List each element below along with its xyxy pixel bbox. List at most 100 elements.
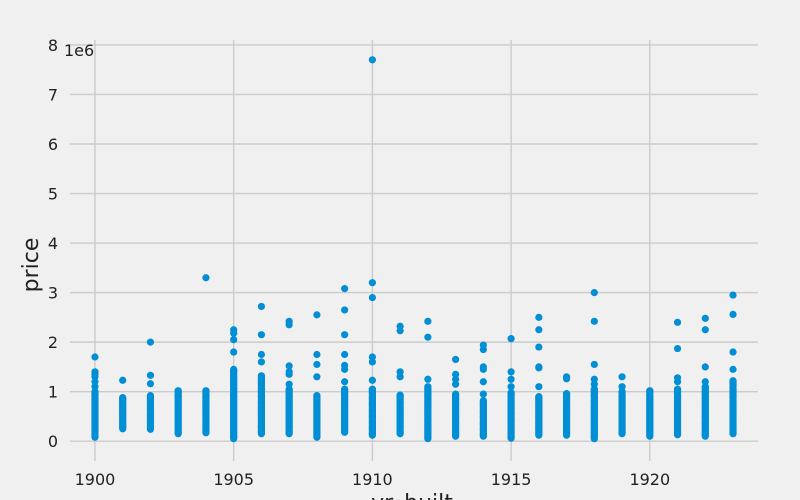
- x-tick-label: 1915: [491, 470, 532, 489]
- y-tick-label: 4: [48, 234, 58, 253]
- data-point: [507, 335, 515, 343]
- data-point: [673, 344, 682, 353]
- data-point: [562, 373, 571, 381]
- data-point: [91, 368, 99, 376]
- x-axis-label: yr_built: [371, 491, 453, 500]
- y-tick-label: 1: [48, 383, 58, 402]
- data-point: [729, 377, 737, 385]
- data-point: [479, 363, 487, 371]
- data-point: [701, 314, 709, 322]
- year-column-1909: [341, 285, 349, 436]
- data-point: [701, 326, 709, 334]
- year-column-1902: [146, 338, 155, 433]
- data-point: [230, 326, 238, 334]
- data-point: [424, 333, 432, 341]
- data-point: [285, 368, 293, 376]
- data-point: [673, 318, 682, 326]
- data-point: [424, 383, 432, 391]
- year-column-1921: [673, 318, 682, 439]
- data-point: [91, 378, 99, 386]
- data-point: [673, 374, 682, 382]
- data-point: [368, 358, 376, 366]
- data-point: [701, 378, 709, 386]
- year-column-1915: [507, 335, 515, 442]
- year-column-1922: [701, 314, 709, 440]
- data-point: [618, 388, 626, 396]
- data-point: [368, 376, 376, 384]
- data-point: [257, 350, 266, 359]
- data-point: [368, 56, 376, 64]
- data-point: [452, 375, 460, 383]
- data-point: [202, 274, 210, 282]
- data-point: [507, 389, 515, 397]
- year-column-1903: [174, 387, 182, 438]
- data-point: [313, 360, 321, 369]
- data-point: [452, 370, 460, 378]
- data-point: [368, 353, 376, 361]
- year-column-1906: [257, 302, 266, 438]
- data-point: [424, 375, 432, 383]
- x-tick-label: 1900: [75, 470, 116, 489]
- data-point: [452, 355, 460, 364]
- year-column-1917: [562, 373, 571, 439]
- data-point: [729, 310, 737, 318]
- y-tick-label: 6: [48, 135, 58, 154]
- data-point: [396, 373, 404, 381]
- year-column-1910: [368, 56, 376, 439]
- data-point: [119, 394, 127, 402]
- data-point: [341, 285, 349, 293]
- year-column-1901: [119, 376, 127, 433]
- year-column-1912: [424, 317, 432, 443]
- data-point: [91, 388, 99, 396]
- data-point: [729, 291, 737, 299]
- data-point: [701, 383, 709, 391]
- plot-area: [70, 40, 758, 461]
- data-points: [91, 56, 737, 443]
- y-offset-label: 1e6: [64, 41, 94, 60]
- data-point: [257, 331, 266, 339]
- data-point: [507, 368, 515, 376]
- data-point: [535, 393, 543, 401]
- data-point: [507, 375, 515, 383]
- data-point: [174, 387, 182, 395]
- data-point: [590, 375, 598, 383]
- data-point: [535, 363, 543, 371]
- data-point: [479, 396, 487, 405]
- data-point: [590, 289, 598, 297]
- year-column-1919: [618, 373, 626, 438]
- data-point: [285, 385, 293, 393]
- year-column-1916: [535, 313, 543, 439]
- data-point: [590, 380, 598, 388]
- data-point: [341, 331, 349, 339]
- x-tick-label: 1920: [629, 470, 670, 489]
- data-point: [285, 362, 293, 370]
- data-point: [146, 380, 155, 388]
- x-tick-label: 1905: [213, 470, 254, 489]
- data-point: [285, 317, 293, 325]
- data-point: [119, 376, 127, 384]
- data-point: [91, 353, 99, 361]
- data-point: [230, 365, 238, 373]
- data-point: [146, 338, 155, 346]
- data-point: [535, 313, 543, 321]
- data-point: [368, 293, 376, 302]
- data-point: [424, 317, 432, 325]
- data-point: [91, 383, 99, 391]
- data-point: [341, 378, 349, 386]
- data-point: [396, 322, 404, 330]
- year-column-1914: [479, 341, 487, 440]
- data-point: [341, 361, 349, 370]
- data-point: [285, 380, 293, 388]
- data-point: [590, 360, 598, 369]
- y-tick-label: 2: [48, 333, 58, 352]
- year-column-1918: [590, 289, 598, 443]
- data-point: [313, 392, 321, 400]
- y-tick-label: 5: [48, 185, 58, 204]
- year-column-1911: [396, 322, 404, 438]
- data-point: [396, 391, 404, 399]
- year-column-1907: [285, 317, 293, 438]
- year-column-1923: [729, 291, 737, 438]
- year-column-1908: [313, 311, 321, 441]
- data-point: [479, 378, 487, 386]
- data-point: [452, 380, 460, 388]
